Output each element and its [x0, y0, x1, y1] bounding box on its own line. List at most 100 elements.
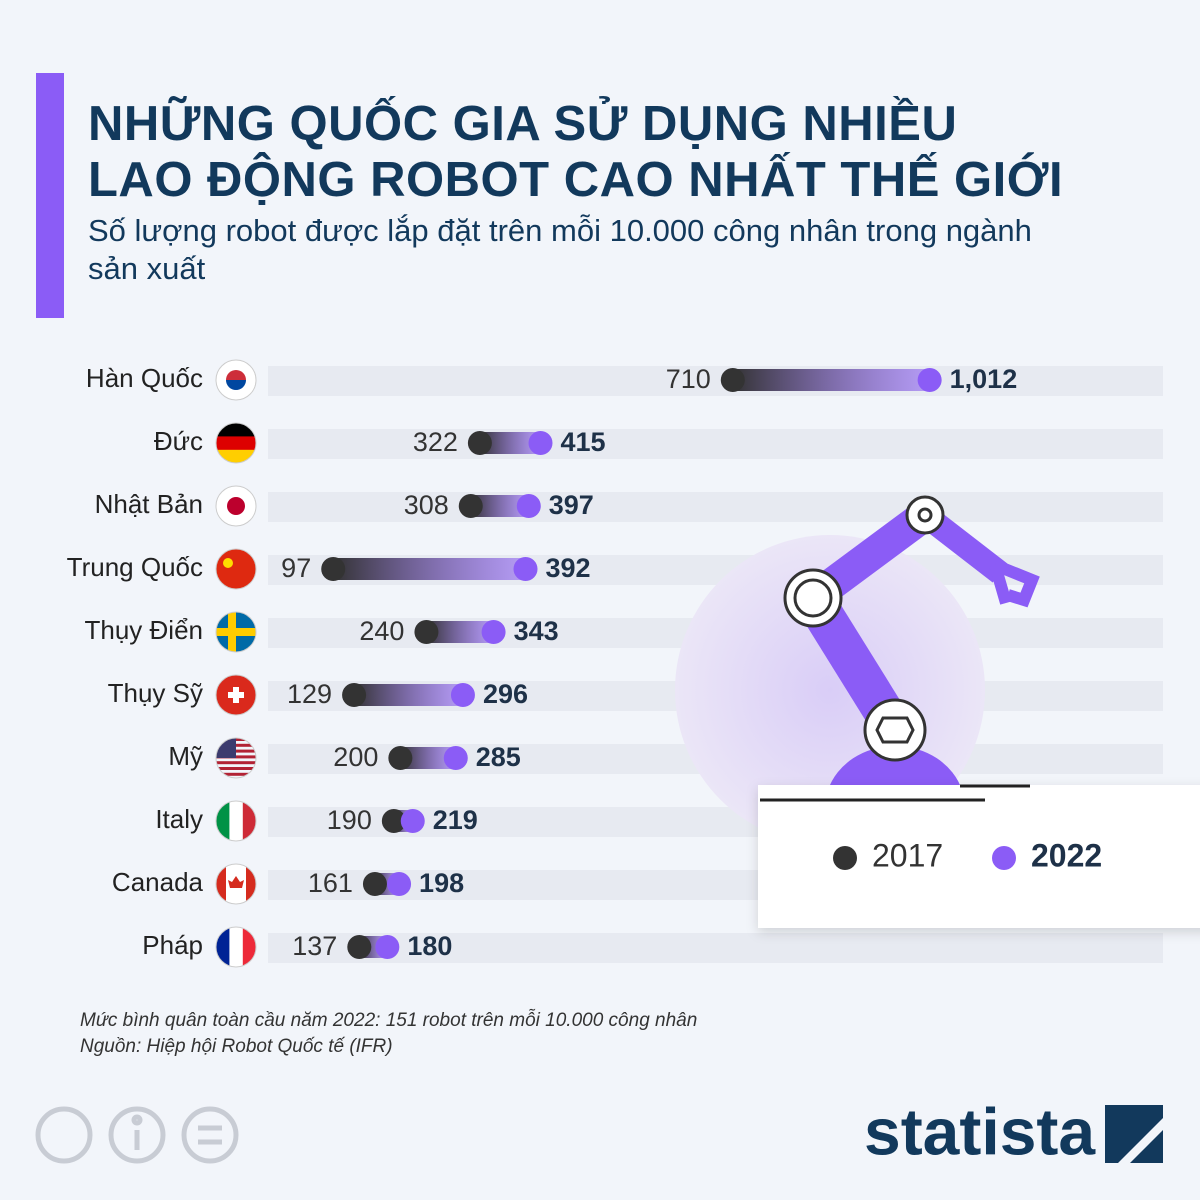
value-label-2022: 397	[549, 490, 594, 520]
flag-border	[215, 422, 257, 464]
dot-2022	[443, 746, 468, 770]
value-label-2017: 129	[287, 679, 332, 709]
flag	[216, 761, 256, 765]
flag	[216, 549, 256, 589]
flag	[216, 864, 256, 904]
value-label-2022: 219	[433, 805, 478, 835]
flag	[216, 423, 256, 463]
category-label: Thụy Sỹ	[108, 678, 203, 708]
category-label: Italy	[155, 804, 203, 834]
category-label: Nhật Bản	[95, 489, 203, 519]
value-label-2017: 190	[327, 805, 372, 835]
flag	[228, 612, 236, 652]
flag	[242, 927, 256, 967]
value-label-2022: 198	[419, 868, 464, 898]
value-label-2017: 161	[308, 868, 353, 898]
row-track	[268, 429, 1163, 459]
value-label-2022: 343	[514, 616, 559, 646]
dot-2022	[400, 809, 425, 833]
flag	[229, 801, 243, 841]
value-label-2017: 97	[281, 553, 311, 583]
dot-2017	[347, 935, 372, 959]
category-label: Pháp	[142, 930, 203, 960]
dumbbell-bar	[426, 621, 494, 643]
flag-border	[215, 359, 257, 401]
flag	[216, 423, 256, 437]
accent-bar	[36, 73, 64, 318]
flag	[226, 380, 246, 390]
value-label-2022: 285	[476, 742, 521, 772]
flag	[216, 549, 256, 589]
dot-2017	[720, 368, 745, 392]
category-label: Đức	[154, 426, 203, 456]
dumbbell-bar	[732, 369, 930, 391]
value-label-2022: 1,012	[950, 364, 1018, 394]
category-label: Canada	[112, 867, 204, 897]
legend: 2017 2022	[758, 784, 1200, 928]
flag	[216, 449, 256, 463]
dot-2017	[467, 431, 492, 455]
dumbbell-bar	[354, 684, 463, 706]
dot-2022	[516, 494, 541, 518]
category-label: Trung Quốc	[67, 552, 203, 582]
legend-swatch	[833, 846, 857, 870]
dot-2017	[388, 746, 413, 770]
dot-2017	[321, 557, 346, 581]
flag-border	[215, 674, 257, 716]
dot-2017	[381, 809, 406, 833]
flag	[216, 486, 256, 526]
flag-border	[215, 863, 257, 905]
flag	[216, 801, 256, 841]
dumbbell-bar	[400, 747, 456, 769]
flag	[216, 767, 256, 770]
chart-subtitle: Số lượng robot được lắp đặt trên mỗi 10.…	[88, 213, 1032, 286]
brand-icon	[1105, 1105, 1163, 1163]
legend-label: 2017	[872, 837, 943, 873]
flag	[233, 687, 239, 703]
value-label-2017: 710	[666, 364, 711, 394]
robot-illustration	[675, 495, 1040, 845]
row-track	[268, 366, 1163, 396]
dumbbell-bar	[470, 495, 529, 517]
flag	[216, 801, 230, 841]
flag	[216, 675, 256, 715]
flag	[216, 927, 230, 967]
dot-2017	[414, 620, 439, 644]
flag	[216, 864, 226, 904]
dot-2022	[481, 620, 506, 644]
value-label-2017: 137	[292, 931, 337, 961]
source: Nguồn: Hiệp hội Robot Quốc tế (IFR)	[80, 1036, 393, 1057]
flag-border	[215, 485, 257, 527]
brand-logo: statista	[864, 1094, 1096, 1168]
dot-2022	[513, 557, 538, 581]
row-track	[268, 492, 1163, 522]
legend-swatch	[992, 846, 1016, 870]
flag-border	[215, 926, 257, 968]
flag-border	[215, 548, 257, 590]
flag	[216, 738, 256, 776]
value-label-2022: 296	[483, 679, 528, 709]
category-label: Thụy Điển	[85, 615, 204, 645]
flag-border	[215, 611, 257, 653]
footnote: Mức bình quân toàn cầu năm 2022: 151 rob…	[80, 1010, 698, 1031]
legend-label: 2022	[1031, 837, 1102, 873]
dot-2022	[375, 935, 400, 959]
flag	[216, 360, 256, 400]
flag	[216, 436, 256, 450]
dot-2022	[917, 368, 942, 392]
value-label-2022: 180	[407, 931, 452, 961]
dot-2022	[528, 431, 553, 455]
flag	[229, 927, 243, 967]
flag	[242, 801, 256, 841]
value-label-2022: 415	[561, 427, 606, 457]
category-label: Hàn Quốc	[86, 363, 203, 393]
flag	[228, 876, 244, 888]
chart-title: LAO ĐỘNG ROBOT CAO NHẤT THẾ GIỚI	[88, 153, 1064, 207]
row-track	[268, 933, 1163, 963]
dumbbell-bar	[333, 558, 526, 580]
value-label-2022: 392	[546, 553, 591, 583]
dumbbell-bar	[479, 432, 541, 454]
category-label: Mỹ	[168, 741, 203, 771]
flag-border	[215, 737, 257, 779]
